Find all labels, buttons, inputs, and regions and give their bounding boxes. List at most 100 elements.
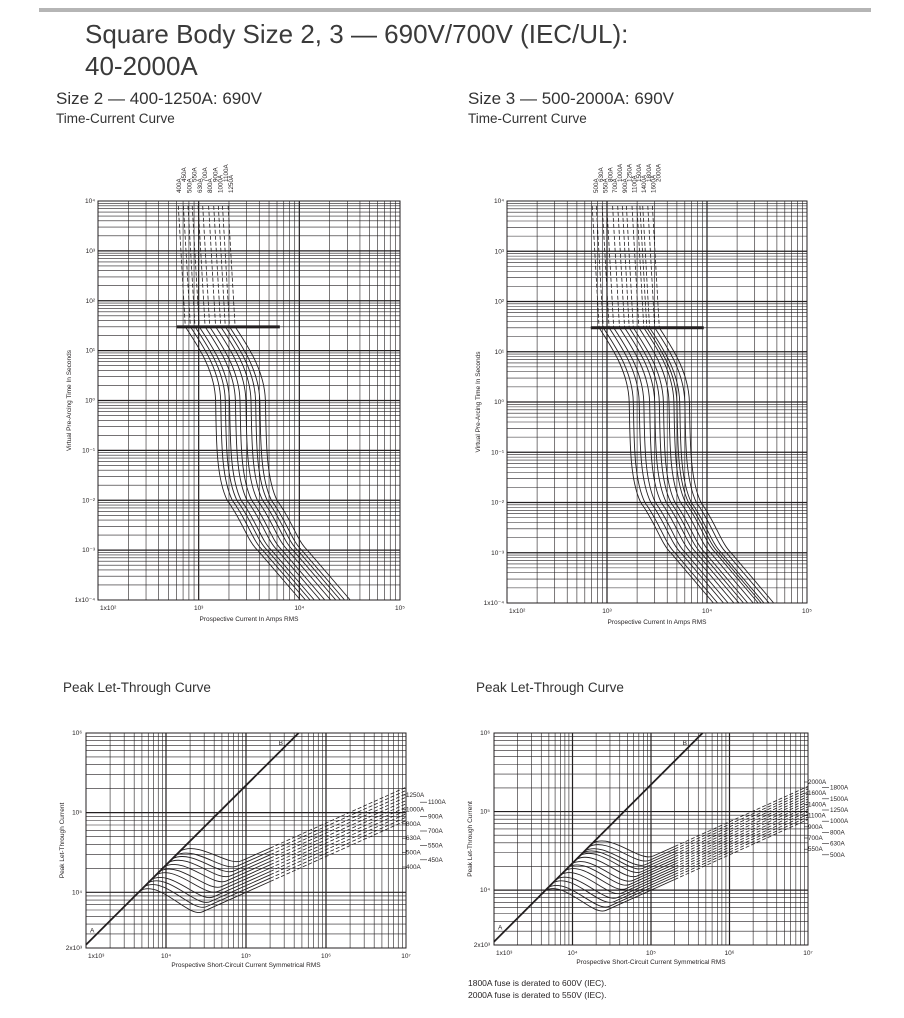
plt2-series-label-400a: 400A	[406, 864, 422, 871]
plt3-x-tick-label: 10⁴	[567, 950, 577, 957]
plt3-plt-curve-1100a	[571, 861, 675, 882]
tc2-y-tick-label: 10⁻¹	[82, 447, 96, 454]
tc3-series-label-700a: 700A	[612, 177, 619, 193]
tc3-x-tick-label: 10⁵	[802, 608, 812, 615]
derate-note-2000a: 2000A fuse is derated to 550V (IEC).	[468, 990, 607, 1000]
tc3-series-label-2000a: 2000A	[655, 163, 662, 182]
plt3-x-tick-label: 1x10³	[496, 950, 513, 957]
tc2-series-label-500a: 500A	[186, 177, 193, 193]
plt2-y-axis-label: Peak Let-Through Current	[59, 803, 66, 879]
tc2-curve-700a	[209, 326, 326, 601]
tc2-curve-dashed-700a	[202, 205, 211, 327]
tc2-curve-dashed-630a	[197, 205, 206, 327]
tc2-series-label-630a: 630A	[197, 177, 204, 193]
plt2-series-label-900a: 900A	[428, 814, 444, 821]
tc3-curve-dashed-2000a	[652, 205, 660, 328]
plt3-plt-curve-550a	[548, 876, 675, 908]
page-title: Square Body Size 2, 3 — 690V/700V (IEC/U…	[85, 18, 785, 82]
plt2-series-label-1100a: 1100A	[428, 799, 447, 806]
plt2-y-tick-label: 10⁵	[72, 810, 82, 817]
plt2-plt-curve-dashed-1000a	[269, 793, 407, 856]
plt3-plt-curve-dashed-500a	[674, 819, 809, 880]
plt2-x-tick-label: 1x10³	[88, 953, 105, 960]
tc2-x-tick-label: 1x10²	[100, 605, 117, 612]
tc2-y-tick-label: 10⁴	[85, 198, 95, 205]
tc3-y-axis-label: Virtual Pre-Arcing Time In Seconds	[475, 351, 482, 453]
tc2-series-label-800a: 800A	[207, 177, 214, 193]
tc3-curve-700a	[619, 327, 735, 604]
plt2-x-tick-label: 10⁴	[161, 953, 171, 960]
tc2-curve-dashed-400a	[177, 205, 186, 327]
tc2-curve-dashed-900a	[213, 205, 222, 327]
plt3-y-tick-label: 10⁵	[480, 809, 490, 816]
plt2-x-axis-label: Prospective Short-Circuit Current Symmet…	[171, 962, 321, 969]
tc3-curve-1500a	[643, 327, 759, 604]
tc2-x-tick-label: 10⁴	[294, 605, 304, 612]
size3-heading: Size 3 — 500-2000A: 690V	[468, 89, 675, 108]
plt2-series-label-500a: 500A	[406, 850, 422, 857]
tc3-curve-500a	[598, 327, 714, 604]
tc2-series-label-1250a: 1250A	[228, 174, 235, 193]
plt3-series-label-1250a: 1250A	[830, 807, 849, 814]
plt3-y-tick-label: 10⁶	[480, 730, 490, 737]
plt2-marker-a: A	[90, 928, 95, 935]
plt3-plt-curve-dashed-1600a	[674, 791, 809, 852]
plt3-series-label-1500a: 1500A	[830, 796, 849, 803]
tc2-y-tick-label: 10⁻³	[82, 547, 96, 554]
plt2-x-tick-label: 10⁷	[401, 953, 411, 960]
tc3-y-tick-label: 10⁻¹	[491, 449, 505, 456]
size2-plt-subtitle: Peak Let-Through Curve	[63, 680, 211, 695]
plt3-x-axis-label: Prospective Short-Circuit Current Symmet…	[576, 959, 726, 966]
plt3-y-axis-label: Peak Let-Through Current	[467, 801, 474, 877]
tc2-curve-500a	[194, 326, 311, 601]
plt3-series-label-900a: 900A	[808, 824, 824, 831]
tc3-series-label-1500a: 1500A	[636, 163, 643, 182]
tc3-curve-630a	[602, 327, 718, 604]
tc3-curve-1250a	[632, 327, 749, 604]
plt3-series-label-630a: 630A	[830, 841, 846, 848]
tc3-x-tick-label: 1x10²	[509, 608, 526, 615]
tc3-y-tick-label: 1x10⁻⁴	[484, 600, 505, 607]
plt2-plt-curve-900a	[168, 857, 271, 878]
tc3-curve-1400a	[646, 327, 762, 604]
plt3-plt-curve-1800a	[588, 844, 675, 862]
plt3-y-tick-label: 2x10³	[474, 942, 491, 949]
plt2-series-label-700a: 700A	[428, 828, 444, 835]
page-title-line-2: 40-2000A	[85, 51, 198, 81]
tc2-y-tick-label: 10¹	[86, 348, 96, 355]
tc2-x-tick-label: 10³	[194, 605, 204, 612]
tc2-curve-900a	[220, 326, 337, 601]
plt2-x-tick-label: 10⁶	[321, 953, 331, 960]
tc2-curve-dashed-800a	[208, 205, 216, 327]
plt3-plt-curve-dashed-900a	[674, 806, 809, 868]
plt3-series-label-1000a: 1000A	[830, 818, 849, 825]
size3-plt-subtitle: Peak Let-Through Curve	[476, 680, 624, 695]
size3-tc-subtitle: Time-Current Curve	[468, 111, 587, 126]
plt2-plt-curve-dashed-630a	[269, 806, 407, 869]
plt3-plt-curve-630a	[552, 873, 675, 903]
plt3-plt-curve-dashed-630a	[674, 813, 809, 875]
tc2-curve-1100a	[229, 326, 345, 601]
tc3-series-label-1250a: 1250A	[627, 163, 634, 182]
tc2-curve-dashed-550a	[191, 205, 200, 327]
plt2-y-tick-label: 10⁶	[72, 730, 82, 737]
tc3-series-label-900a: 900A	[622, 177, 629, 193]
tc3-curve-dashed-1000a	[617, 205, 625, 328]
tc3-curve-dashed-800a	[606, 205, 615, 328]
plt3-plt-curve-dashed-2000a	[674, 786, 809, 847]
tc2-curve-dashed-450a	[183, 205, 191, 327]
plt2-y-tick-label: 2x10³	[66, 945, 83, 952]
tc3-series-label-1400a: 1400A	[641, 174, 648, 193]
plt2-plt-curve-550a	[151, 871, 271, 899]
tc3-series-label-550a: 550A	[603, 177, 610, 193]
plt3-series-label-2000a: 2000A	[808, 779, 827, 786]
plt3-plt-curve-dashed-800a	[674, 808, 809, 870]
tc2-curve-dashed-500a	[187, 205, 196, 327]
plt3-marker-a: A	[498, 925, 503, 932]
tc2-series-label-550a: 550A	[192, 166, 199, 182]
tc2-y-tick-label: 10⁰	[85, 398, 95, 405]
tc3-curve-dashed-1600a	[647, 205, 656, 328]
